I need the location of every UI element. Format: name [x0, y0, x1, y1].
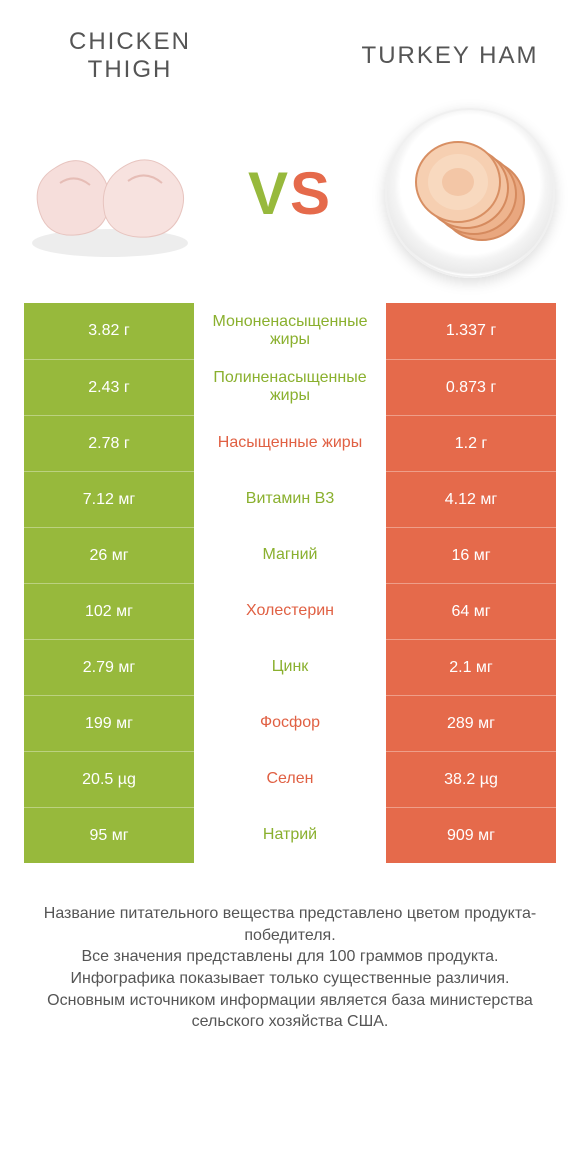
- left-value: 7.12 мг: [24, 471, 194, 527]
- nutrient-label: Магний: [194, 527, 386, 583]
- left-value: 26 мг: [24, 527, 194, 583]
- left-value: 3.82 г: [24, 303, 194, 359]
- left-value: 102 мг: [24, 583, 194, 639]
- images-row: VS: [0, 93, 580, 303]
- nutrient-label: Насыщенные жиры: [194, 415, 386, 471]
- right-value: 909 мг: [386, 807, 556, 863]
- nutrient-label: Полиненасыщенные жиры: [194, 359, 386, 415]
- right-value: 4.12 мг: [386, 471, 556, 527]
- vs-v: V: [248, 160, 290, 227]
- turkey-ham-image: [380, 103, 560, 283]
- vs-s: S: [290, 160, 332, 227]
- nutrient-label: Витамин B3: [194, 471, 386, 527]
- left-product-title-wrap: CHICKEN THIGH: [30, 28, 230, 83]
- right-value: 289 мг: [386, 695, 556, 751]
- nutrient-label: Натрий: [194, 807, 386, 863]
- table-row: 20.5 µgСелен38.2 µg: [24, 751, 556, 807]
- table-row: 26 мгМагний16 мг: [24, 527, 556, 583]
- footer-line-2: Все значения представлены для 100 граммо…: [30, 946, 550, 968]
- table-row: 3.82 гМононенасыщенные жиры1.337 г: [24, 303, 556, 359]
- left-value: 2.79 мг: [24, 639, 194, 695]
- nutrient-label: Мононенасыщенные жиры: [194, 303, 386, 359]
- table-row: 7.12 мгВитамин B34.12 мг: [24, 471, 556, 527]
- left-value: 20.5 µg: [24, 751, 194, 807]
- nutrient-label: Фосфор: [194, 695, 386, 751]
- footer-notes: Название питательного вещества представл…: [0, 863, 580, 1033]
- left-value: 2.43 г: [24, 359, 194, 415]
- table-row: 95 мгНатрий909 мг: [24, 807, 556, 863]
- left-value: 199 мг: [24, 695, 194, 751]
- table-row: 2.43 гПолиненасыщенные жиры0.873 г: [24, 359, 556, 415]
- right-product-title-wrap: TURKEY HAM: [350, 28, 550, 83]
- table-row: 199 мгФосфор289 мг: [24, 695, 556, 751]
- right-value: 0.873 г: [386, 359, 556, 415]
- nutrient-label: Селен: [194, 751, 386, 807]
- left-value: 95 мг: [24, 807, 194, 863]
- right-value: 64 мг: [386, 583, 556, 639]
- right-value: 2.1 мг: [386, 639, 556, 695]
- right-product-title: TURKEY HAM: [362, 42, 539, 70]
- table-row: 2.79 мгЦинк2.1 мг: [24, 639, 556, 695]
- footer-line-3: Инфографика показывает только существенн…: [30, 968, 550, 990]
- nutrient-label: Холестерин: [194, 583, 386, 639]
- nutrient-label: Цинк: [194, 639, 386, 695]
- right-value: 16 мг: [386, 527, 556, 583]
- right-value: 1.337 г: [386, 303, 556, 359]
- right-value: 38.2 µg: [386, 751, 556, 807]
- footer-line-1: Название питательного вещества представл…: [30, 903, 550, 946]
- left-value: 2.78 г: [24, 415, 194, 471]
- table-row: 2.78 гНасыщенные жиры1.2 г: [24, 415, 556, 471]
- footer-line-4: Основным источником информации является …: [30, 990, 550, 1033]
- nutrition-table: 3.82 гМононенасыщенные жиры1.337 г2.43 г…: [0, 303, 580, 863]
- vs-label: VS: [248, 159, 332, 228]
- left-product-title: CHICKEN THIGH: [30, 28, 230, 83]
- right-value: 1.2 г: [386, 415, 556, 471]
- header: CHICKEN THIGH TURKEY HAM: [0, 0, 580, 93]
- table-row: 102 мгХолестерин64 мг: [24, 583, 556, 639]
- chicken-thigh-image: [20, 103, 200, 283]
